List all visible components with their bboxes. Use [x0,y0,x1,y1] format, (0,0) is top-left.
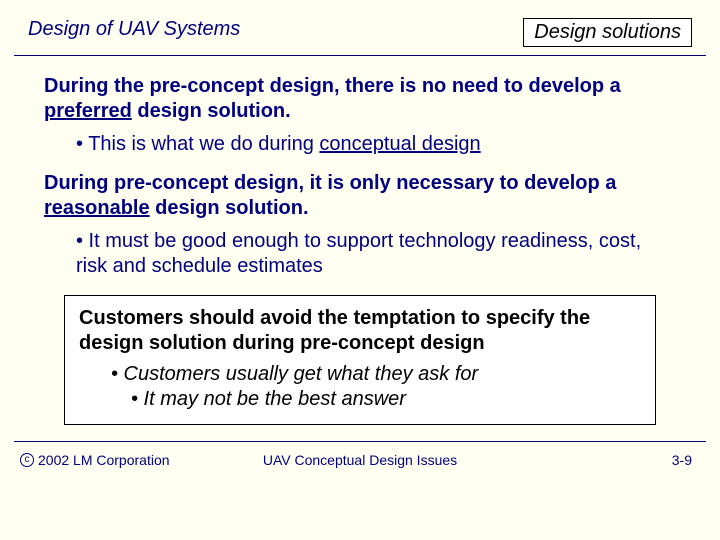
p1-text-a: During the pre-concept design, there is … [44,75,621,97]
p1-underline: preferred [44,100,132,122]
copyright-text: 2002 LM Corporation [38,452,170,468]
bullet-2: • It must be good enough to support tech… [44,229,676,279]
box-bullet-2: • It may not be the best answer [79,387,641,412]
box-bullet-1: • Customers usually get what they ask fo… [79,362,641,387]
callout-box: Customers should avoid the temptation to… [64,295,656,425]
footer-copyright: c 2002 LM Corporation [20,452,170,468]
p2-text-b: design solution. [150,197,309,219]
b1-text: • This is what we do during [76,133,319,155]
slide-header: Design of UAV Systems Design solutions [0,0,720,55]
p2-underline: reasonable [44,197,150,219]
b1-underline: conceptual design [319,133,480,155]
paragraph-2: During pre-concept design, it is only ne… [44,171,676,221]
paragraph-1: During the pre-concept design, there is … [44,74,676,124]
bullet-1: • This is what we do during conceptual d… [44,132,676,157]
box-paragraph: Customers should avoid the temptation to… [79,306,641,356]
slide-footer: c 2002 LM Corporation UAV Conceptual Des… [0,442,720,468]
p1-text-b: design solution. [132,100,291,122]
header-left-title: Design of UAV Systems [28,18,240,41]
header-right-title: Design solutions [523,18,692,47]
footer-page-number: 3-9 [672,452,692,468]
p2-text-a: During pre-concept design, it is only ne… [44,172,616,194]
slide-content: During the pre-concept design, there is … [0,56,720,425]
footer-center-text: UAV Conceptual Design Issues [263,452,457,468]
copyright-icon: c [20,453,34,467]
